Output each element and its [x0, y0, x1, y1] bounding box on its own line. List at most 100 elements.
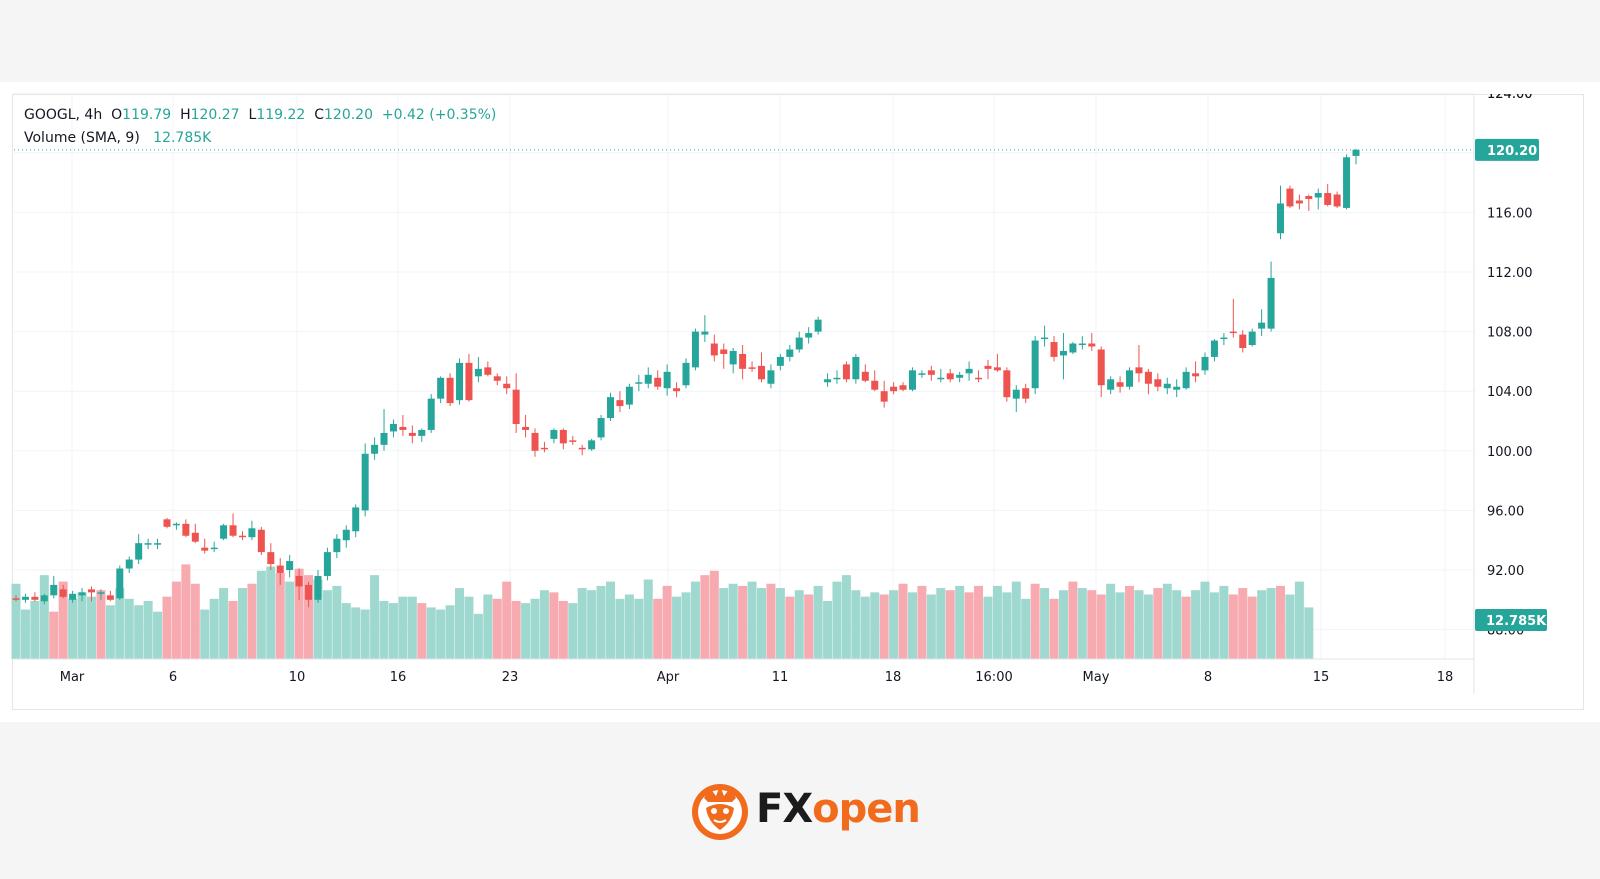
last-price-label: 120.20 — [1487, 144, 1537, 159]
volume-bar — [709, 570, 719, 659]
volume-bar — [813, 585, 823, 659]
volume-bar — [606, 581, 616, 659]
volume-bar — [558, 600, 568, 659]
volume-bar — [115, 588, 125, 659]
volume-badge — [1475, 609, 1547, 631]
volume-bar — [464, 596, 474, 659]
candle — [1097, 349, 1105, 386]
legend-volume-value: 12.785K — [153, 130, 212, 146]
legend-open-label: O — [111, 107, 123, 123]
volume-bar — [1228, 594, 1238, 659]
volume-bar — [936, 588, 946, 659]
volume-bar — [804, 594, 814, 659]
candle — [842, 364, 850, 380]
volume-bar — [879, 594, 889, 659]
volume-bar — [1106, 583, 1116, 659]
brand-open: open — [812, 786, 921, 832]
candle — [201, 547, 209, 551]
candle — [1078, 343, 1086, 346]
volume-bar — [426, 607, 436, 659]
candle — [946, 373, 954, 380]
legend-volume-row: Volume (SMA, 9) 12.785K — [24, 127, 496, 150]
x-tick-label: 10 — [289, 670, 306, 685]
candle — [1352, 149, 1360, 156]
legend-change: +0.42 (+0.35%) — [381, 107, 497, 123]
candle — [456, 362, 464, 401]
volume-bar — [58, 581, 68, 659]
candle — [701, 331, 709, 335]
volume-bar — [860, 596, 870, 659]
volume-bar — [719, 588, 729, 659]
x-tick-label: 23 — [502, 670, 519, 685]
candle — [767, 370, 775, 384]
candle — [286, 561, 294, 570]
volume-bar — [483, 594, 493, 659]
volume-bar — [747, 581, 757, 659]
volume-bar — [162, 596, 172, 659]
candle — [1220, 337, 1228, 340]
candle — [59, 589, 67, 597]
candle — [984, 365, 992, 369]
y-tick-label: 104.00 — [1487, 385, 1533, 400]
candle — [597, 418, 605, 438]
candle — [144, 543, 152, 545]
volume-bar — [511, 600, 521, 659]
volume-bar — [615, 598, 625, 659]
volume-bar — [1191, 590, 1201, 659]
volume-bar — [1125, 585, 1135, 659]
volume-bar — [1200, 581, 1210, 659]
volume-bar — [1077, 588, 1087, 659]
volume-bar — [1153, 588, 1163, 659]
candle — [635, 382, 643, 384]
candle — [1201, 356, 1209, 371]
volume-bar — [153, 611, 163, 659]
candle — [776, 356, 784, 366]
volume-bar — [417, 603, 427, 659]
legend-high-label: H — [180, 107, 191, 123]
volume-bar — [672, 596, 682, 659]
candle — [757, 365, 765, 380]
candle — [890, 386, 898, 392]
volume-bar — [1162, 583, 1172, 659]
y-tick-label: 100.00 — [1487, 445, 1533, 460]
candle — [1239, 334, 1247, 348]
candle — [729, 350, 737, 365]
volume-bar — [11, 583, 21, 659]
volume-bar — [756, 588, 766, 659]
candle — [257, 529, 265, 553]
volume-bar — [237, 588, 247, 659]
volume-bar — [955, 585, 965, 659]
candle — [937, 377, 945, 380]
candle — [522, 426, 530, 430]
volume-bar — [379, 600, 389, 659]
candle — [748, 367, 756, 369]
volume-bar — [596, 585, 606, 659]
candle — [238, 535, 246, 538]
candle — [1277, 203, 1285, 234]
volume-bar — [568, 603, 578, 659]
volume-bar — [974, 585, 984, 659]
volume-bar — [1143, 594, 1153, 659]
volume-bar — [105, 605, 115, 659]
candle — [644, 374, 652, 384]
candle — [220, 525, 228, 539]
candle — [1324, 193, 1332, 205]
volume-bar — [1096, 594, 1106, 659]
candle — [191, 532, 199, 542]
legend-close: 120.20 — [324, 107, 373, 123]
candle — [163, 519, 171, 527]
x-tick-label: 11 — [772, 670, 789, 685]
candle — [569, 440, 577, 442]
volume-bar — [294, 568, 304, 659]
volume-bar — [30, 600, 40, 659]
volume-bar — [681, 592, 691, 659]
y-tick-label: 112.00 — [1487, 266, 1533, 281]
candle — [229, 525, 237, 536]
candle — [1333, 194, 1341, 207]
candle — [1116, 382, 1124, 387]
candle — [965, 368, 973, 374]
candle — [1126, 370, 1134, 387]
candle — [550, 429, 558, 439]
candle — [12, 598, 20, 600]
